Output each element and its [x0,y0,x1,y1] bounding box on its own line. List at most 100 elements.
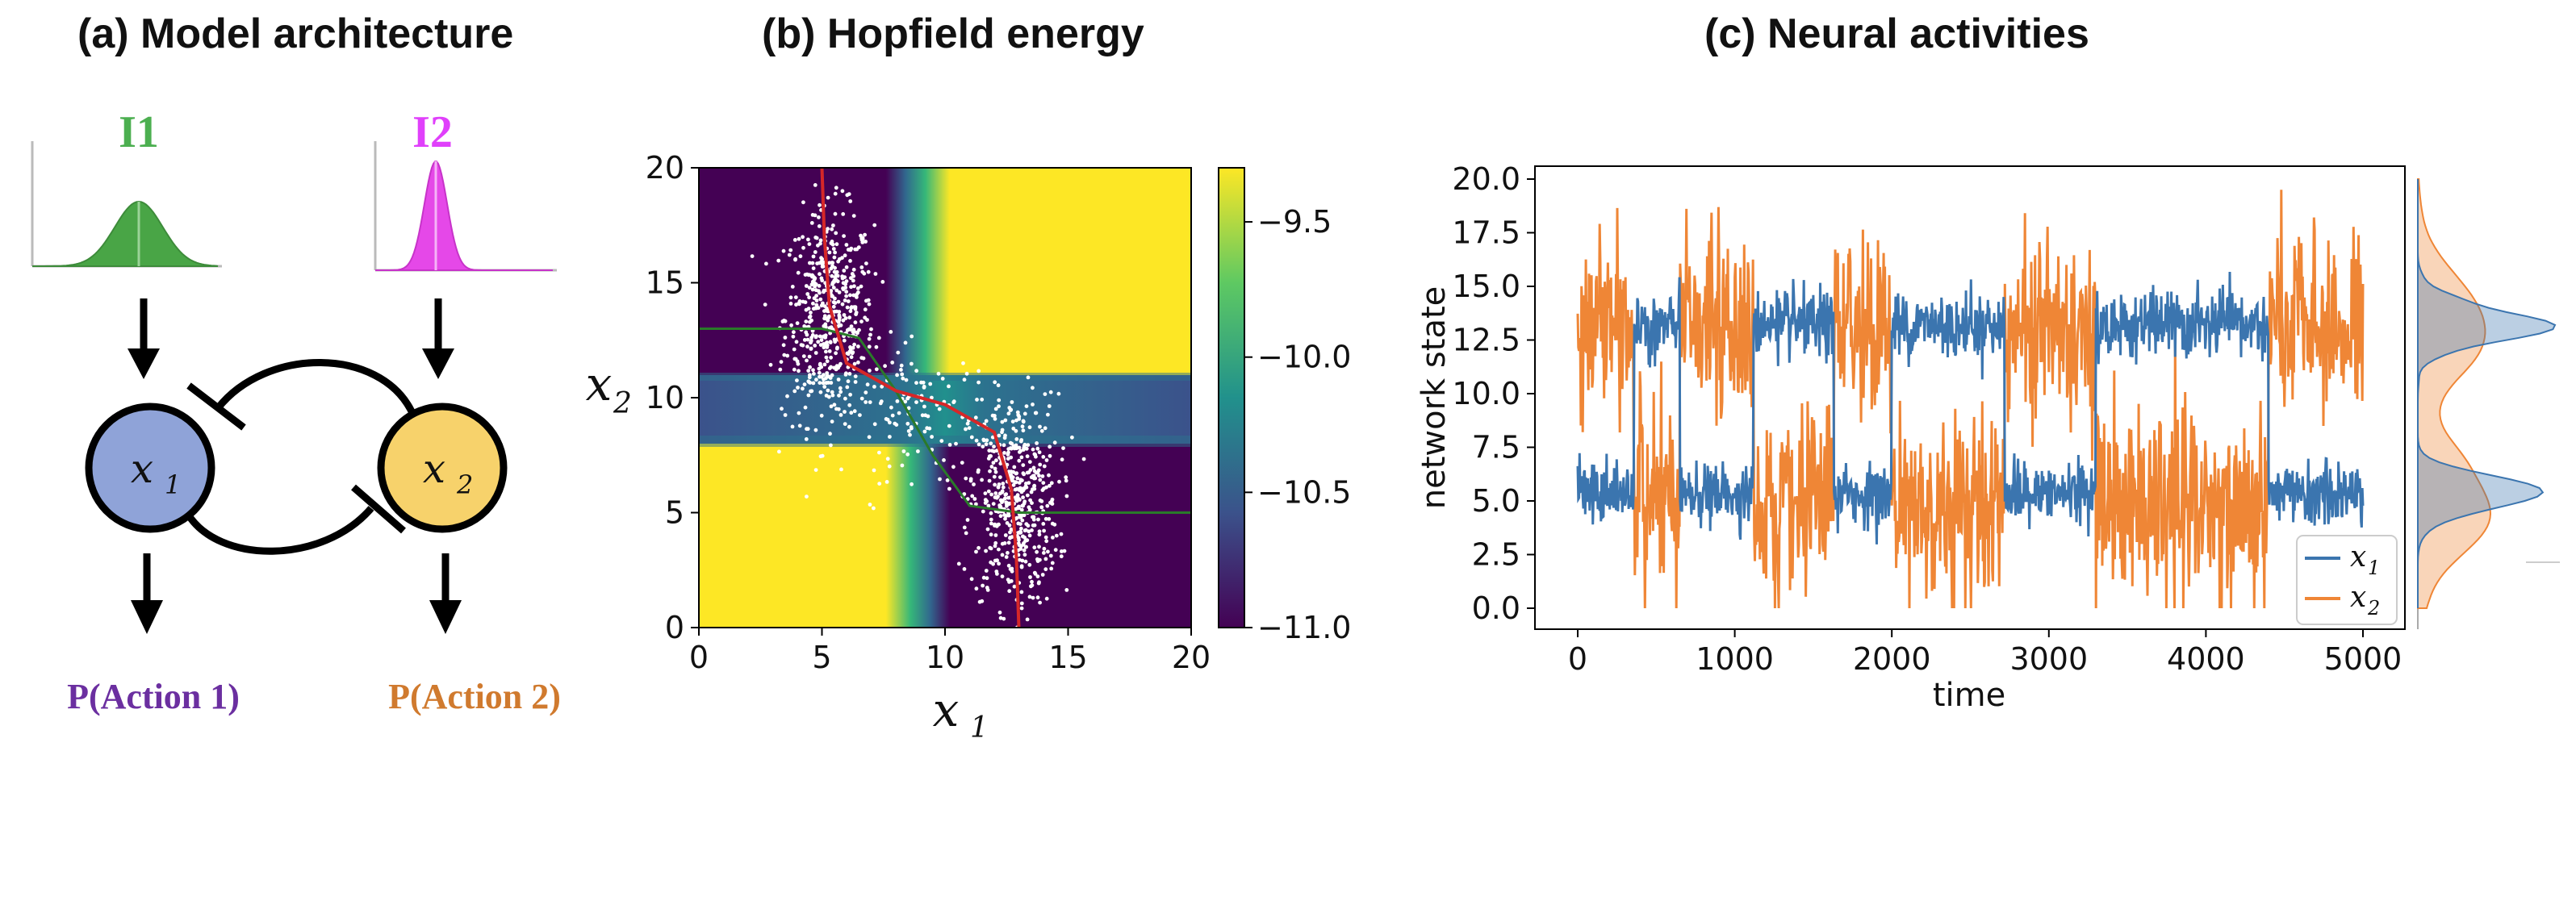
scatter-point [1014,507,1018,511]
scatter-point [868,400,872,404]
scatter-point [812,296,817,301]
scatter-point [983,501,988,505]
scatter-point [1037,450,1042,455]
scatter-point [840,276,845,281]
scatter-point [1009,473,1014,478]
scatter-point [888,435,892,439]
scatter-point [1048,444,1052,449]
scatter-point [797,299,802,303]
scatter-point [843,298,847,302]
timeseries-y-tick-label: 7.5 [1472,430,1520,465]
scatter-point [844,279,849,283]
scatter-point [822,314,827,319]
scatter-points [750,183,1086,628]
scatter-point [925,426,930,431]
scatter-point [811,368,815,373]
scatter-point [829,381,834,385]
scatter-point [835,273,840,278]
scatter-point [792,347,797,352]
scatter-point [849,324,854,328]
scatter-point [821,381,826,386]
scatter-point [903,340,908,345]
scatter-point [1048,553,1053,558]
scatter-point [818,454,823,459]
scatter-point [1057,479,1061,484]
scatter-point [1035,446,1040,451]
scatter-point [989,441,993,446]
scatter-point [1032,476,1036,481]
scatter-point [822,378,826,382]
scatter-point [914,369,918,373]
scatter-point [825,359,830,364]
scatter-point [790,424,795,429]
scatter-point [936,371,941,376]
scatter-point [1024,404,1029,408]
scatter-point [1008,530,1012,535]
scatter-point [1017,481,1022,485]
scatter-point [1019,590,1024,595]
scatter-point [811,301,815,306]
scatter-point [833,340,838,344]
scatter-point [845,385,850,390]
heatmap-ylabel-subscript: 2 [613,387,632,420]
scatter-point [859,319,864,323]
marginal-x2-density [2417,178,2492,609]
scatter-point [867,435,872,440]
scatter-point [994,458,998,463]
scatter-point [1005,521,1010,525]
scatter-point [993,380,997,385]
scatter-point [853,247,858,252]
scatter-point [1064,494,1069,499]
scatter-point [849,411,854,415]
panel-b-title: (b) Hopfield energy [762,10,1144,57]
scatter-point [811,307,816,311]
scatter-point [1027,529,1031,534]
scatter-point [1019,455,1024,460]
scatter-point [1020,558,1025,563]
scatter-point [977,599,982,604]
scatter-point [1014,446,1019,451]
scatter-point [1033,572,1038,576]
scatter-point [928,382,933,386]
scatter-point [840,302,845,307]
scatter-point [792,330,796,335]
scatter-point [824,355,829,360]
scatter-point [785,394,789,398]
scatter-point [777,449,781,454]
scatter-point [1028,498,1032,503]
scatter-point [845,328,850,332]
timeseries-x-tick-label: 1000 [1696,641,1774,677]
scatter-point [828,340,833,344]
colorbar-ticks: −9.5 −10.0 −10.5 −11.0 [1244,204,1351,645]
scatter-point [974,502,978,507]
scatter-point [826,315,831,319]
scatter-point [880,384,884,389]
scatter-point [923,413,928,418]
scatter-point [993,533,998,537]
scatter-point [844,290,849,294]
scatter-point [844,243,849,247]
scatter-point [801,245,805,250]
heatmap-y-tick-label: 15 [646,265,684,301]
scatter-point [1034,411,1039,415]
scatter-point [808,319,812,324]
scatter-point [842,313,847,317]
scatter-point [1035,441,1039,445]
scatter-point [997,610,1002,615]
scatter-point [1032,484,1036,489]
scatter-point [1064,478,1068,483]
scatter-point [1025,470,1030,475]
scatter-point [825,343,830,348]
x2-series-line [1576,190,2365,609]
scatter-point [796,386,800,390]
scatter-point [824,349,828,354]
timeseries-x-tick-label: 5000 [2324,641,2402,677]
scatter-point [974,549,978,554]
scatter-point [965,518,970,522]
scatter-point [778,367,783,372]
scatter-point [834,269,839,274]
scatter-point [947,443,952,447]
scatter-point [938,477,942,482]
scatter-point [828,326,833,331]
